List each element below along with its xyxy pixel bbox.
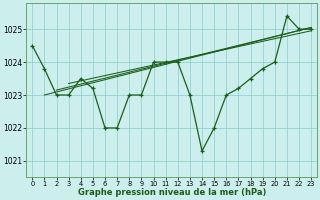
X-axis label: Graphe pression niveau de la mer (hPa): Graphe pression niveau de la mer (hPa)	[77, 188, 266, 197]
